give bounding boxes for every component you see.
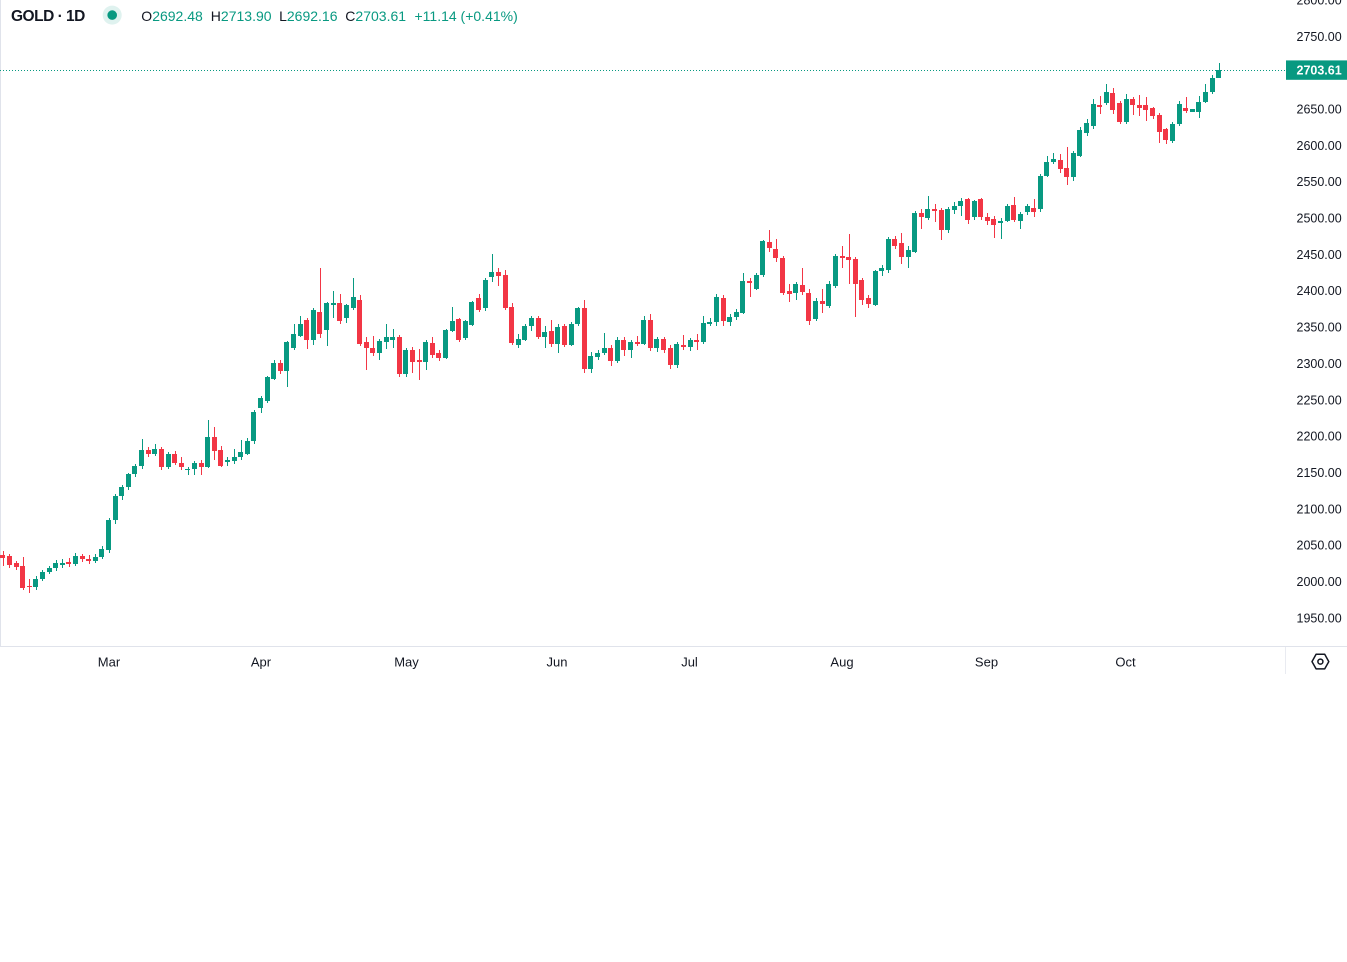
svg-text:2450.00: 2450.00 xyxy=(1297,248,1342,262)
svg-text:2050.00: 2050.00 xyxy=(1297,539,1342,553)
svg-text:2350.00: 2350.00 xyxy=(1297,321,1342,335)
svg-text:H2713.90: H2713.90 xyxy=(211,8,272,24)
svg-text:May: May xyxy=(394,655,419,670)
svg-text:2703.61: 2703.61 xyxy=(1297,64,1342,78)
svg-text:2150.00: 2150.00 xyxy=(1297,466,1342,480)
svg-text:C2703.61: C2703.61 xyxy=(345,8,406,24)
svg-text:2250.00: 2250.00 xyxy=(1297,393,1342,407)
svg-text:2100.00: 2100.00 xyxy=(1297,502,1342,516)
svg-text:L2692.16: L2692.16 xyxy=(279,8,338,24)
svg-text:2550.00: 2550.00 xyxy=(1297,175,1342,189)
svg-text:2750.00: 2750.00 xyxy=(1297,30,1342,44)
svg-text:2400.00: 2400.00 xyxy=(1297,284,1342,298)
svg-text:Sep: Sep xyxy=(975,655,998,670)
svg-text:Apr: Apr xyxy=(251,655,272,670)
svg-text:2500.00: 2500.00 xyxy=(1297,212,1342,226)
svg-text:2600.00: 2600.00 xyxy=(1297,139,1342,153)
svg-text:1950.00: 1950.00 xyxy=(1297,611,1342,625)
svg-text:Oct: Oct xyxy=(1115,655,1136,670)
svg-text:Jul: Jul xyxy=(681,655,698,670)
svg-text:+11.14 (+0.41%): +11.14 (+0.41%) xyxy=(415,8,518,24)
svg-text:Jun: Jun xyxy=(547,655,568,670)
svg-text:Mar: Mar xyxy=(98,655,121,670)
svg-text:2800.00: 2800.00 xyxy=(1297,0,1342,7)
svg-text:2000.00: 2000.00 xyxy=(1297,575,1342,589)
svg-text:2200.00: 2200.00 xyxy=(1297,430,1342,444)
svg-text:O2692.48: O2692.48 xyxy=(141,8,203,24)
svg-text:2650.00: 2650.00 xyxy=(1297,103,1342,117)
svg-text:2300.00: 2300.00 xyxy=(1297,357,1342,371)
svg-text:Aug: Aug xyxy=(830,655,853,670)
svg-text:GOLD · 1D: GOLD · 1D xyxy=(11,8,85,25)
